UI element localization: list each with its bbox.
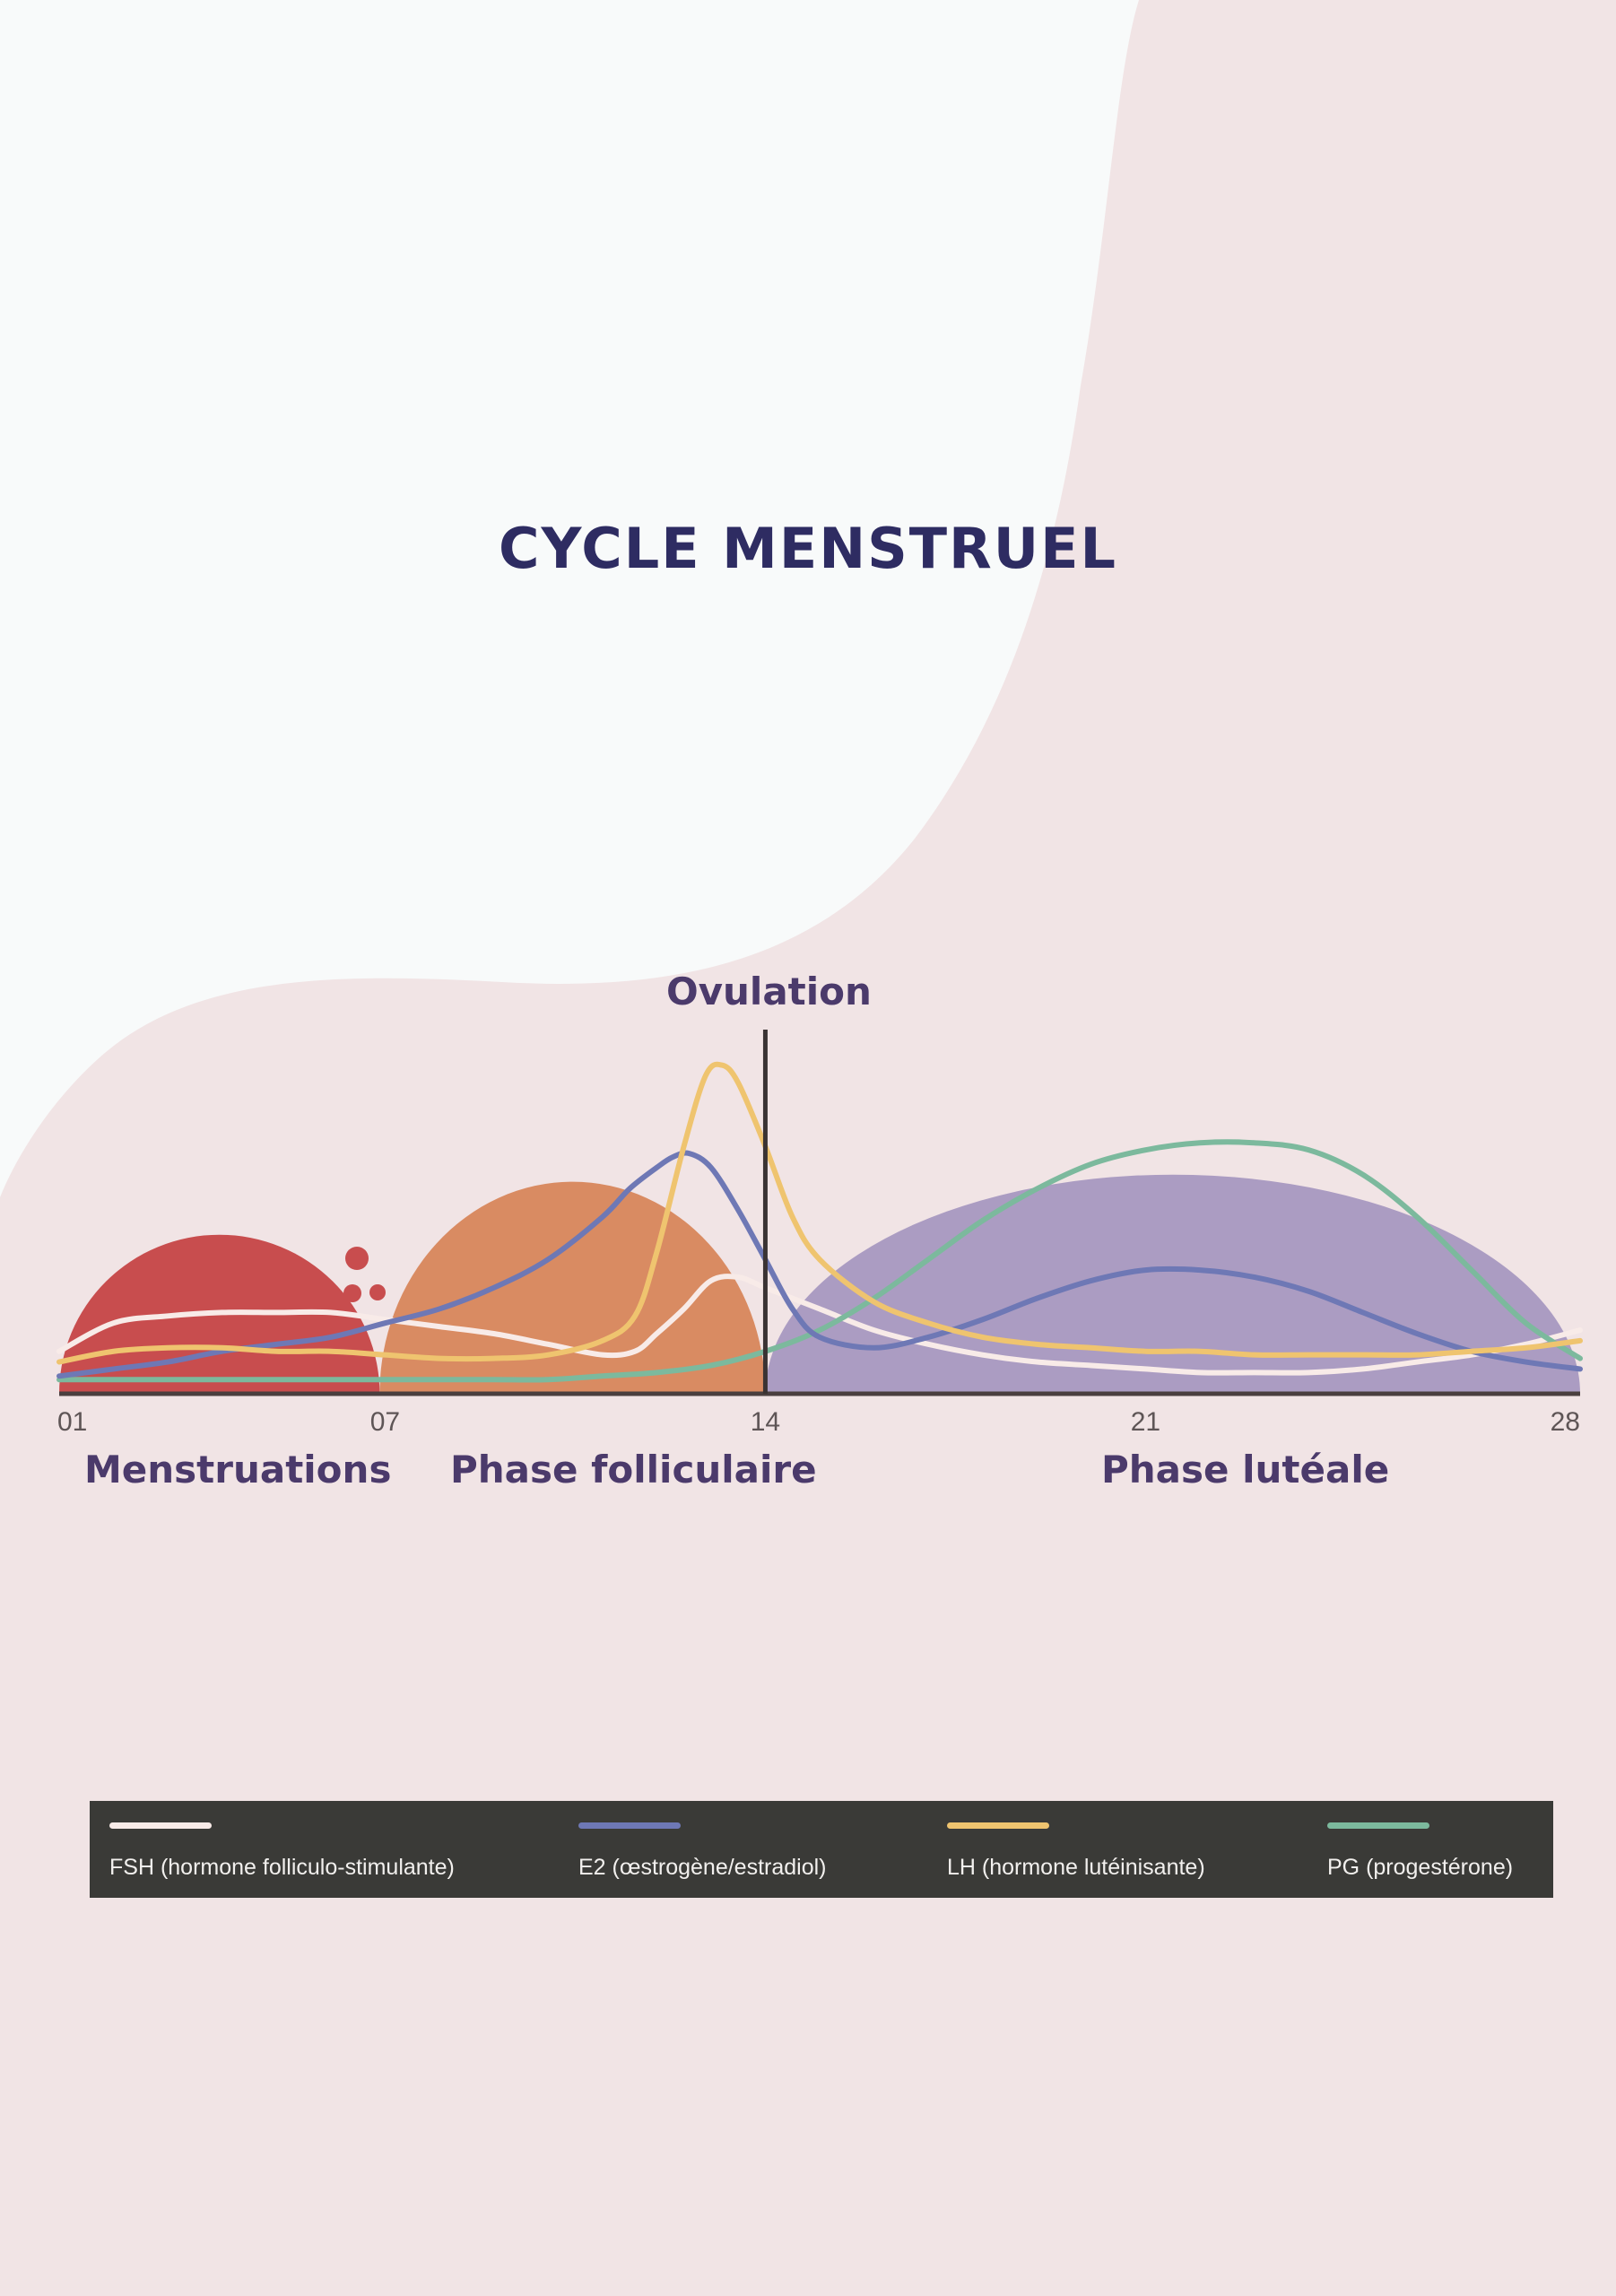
- x-tick-label: 01: [57, 1407, 87, 1437]
- series-line-2: [56, 1061, 1583, 1365]
- cycle-chart: Ovulation 01 07 14 21 28 Menstruations Phase …: [56, 970, 1583, 1492]
- legend-label: LH (hormone lutéinisante): [947, 1855, 1205, 1880]
- legend-swatch: [1327, 1822, 1429, 1829]
- page-title: CYCLE MENSTRUEL: [499, 516, 1117, 581]
- phase-area-1: [379, 1181, 766, 1394]
- phase-area-2: [765, 1174, 1580, 1394]
- blood-drops: [343, 1247, 386, 1302]
- series-line-3: [56, 1139, 1583, 1383]
- blood-drop-icon: [369, 1284, 386, 1300]
- phases-layer: [59, 1174, 1580, 1394]
- phase-labels-layer: Menstruations Phase folliculaire Phase lut…: [84, 1448, 1389, 1492]
- ticks-layer: 01 07 14 21 28: [57, 1407, 1580, 1437]
- lines-layer: [56, 1061, 1583, 1383]
- x-tick-label: 21: [1131, 1407, 1160, 1437]
- legend-swatch: [109, 1822, 212, 1829]
- phase-label: Menstruations: [84, 1448, 391, 1492]
- phase-label: Phase folliculaire: [450, 1448, 817, 1492]
- legend-swatch: [578, 1822, 681, 1829]
- series-line-0: [56, 1274, 1583, 1376]
- blood-drop-icon: [343, 1284, 361, 1302]
- legend: FSH (hormone folliculo-stimulante) E2 (œ…: [90, 1801, 1553, 1898]
- legend-label: E2 (œstrogène/estradiol): [578, 1855, 827, 1880]
- ovulation-label: Ovulation: [666, 970, 872, 1013]
- legend-label: PG (progestérone): [1327, 1855, 1514, 1880]
- legend-swatch: [947, 1822, 1049, 1829]
- blood-drop-icon: [345, 1247, 369, 1270]
- phase-label: Phase lutéale: [1101, 1448, 1389, 1492]
- x-tick-label: 28: [1551, 1407, 1580, 1437]
- x-tick-label: 14: [751, 1407, 780, 1437]
- legend-label: FSH (hormone folliculo-stimulante): [109, 1855, 455, 1880]
- background-white-blob: [0, 0, 1139, 1197]
- series-line-1: [56, 1150, 1583, 1379]
- x-tick-label: 07: [370, 1407, 400, 1437]
